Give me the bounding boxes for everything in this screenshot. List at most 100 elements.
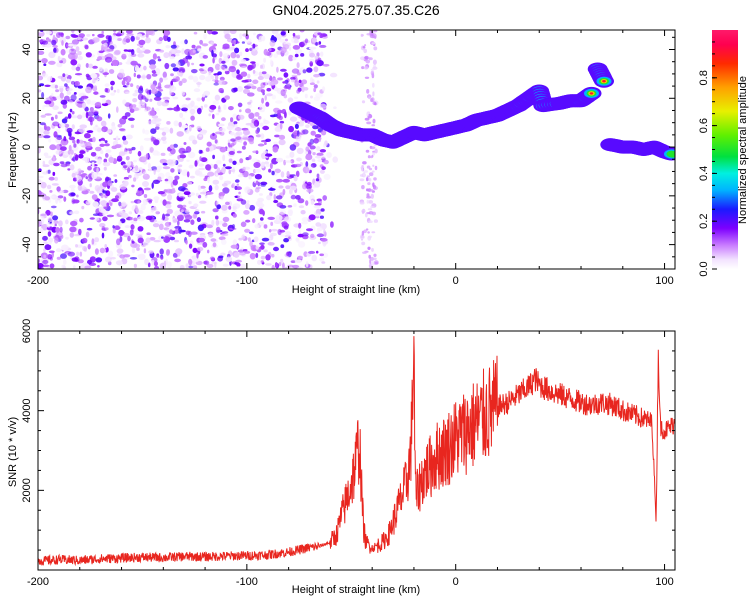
noise-blob (265, 263, 272, 266)
noise-blob (213, 82, 219, 86)
noise-blob (292, 45, 301, 50)
noise-blob (368, 178, 372, 182)
noise-blob (321, 130, 327, 136)
noise-blob (249, 140, 254, 145)
noise-blob (288, 125, 294, 133)
noise-blob (222, 216, 230, 222)
noise-blob (75, 175, 82, 182)
noise-blob (164, 178, 169, 182)
noise-blob (78, 128, 86, 133)
noise-blob (363, 229, 367, 234)
noise-blob (372, 91, 375, 97)
noise-blob (113, 89, 117, 93)
noise-blob (292, 264, 300, 269)
noise-blob (264, 142, 267, 145)
noise-blob (181, 117, 186, 121)
noise-blob (365, 59, 371, 64)
noise-blob (44, 100, 52, 105)
noise-blob (114, 179, 118, 183)
noise-blob (370, 98, 374, 103)
noise-blob (310, 200, 314, 205)
noise-blob (272, 190, 276, 194)
noise-blob (112, 227, 116, 234)
noise-blob (254, 169, 261, 173)
noise-blob (372, 152, 376, 156)
noise-blob (215, 173, 219, 177)
noise-blob (262, 125, 270, 131)
noise-blob (67, 251, 76, 257)
noise-blob (368, 57, 371, 60)
noise-blob (193, 203, 199, 208)
noise-blob (65, 219, 69, 225)
noise-blob (322, 63, 330, 67)
noise-blob (224, 166, 232, 170)
noise-blob (275, 100, 283, 104)
noise-blob (154, 107, 160, 112)
noise-blob (241, 41, 245, 44)
noise-blob (67, 113, 72, 119)
noise-blob (138, 39, 146, 46)
noise-blob (87, 165, 92, 171)
noise-blob (272, 146, 279, 153)
noise-blob (105, 227, 109, 231)
noise-blob (259, 242, 265, 245)
noise-blob (42, 105, 45, 110)
noise-blob (138, 210, 144, 215)
noise-blob (50, 116, 54, 121)
noise-blob (368, 96, 371, 100)
noise-blob (283, 159, 286, 166)
noise-blob (260, 244, 265, 250)
noise-blob (47, 217, 54, 223)
noise-blob (84, 45, 89, 50)
noise-blob (137, 87, 144, 94)
noise-blob (118, 151, 126, 157)
noise-blob (202, 241, 208, 248)
noise-blob (280, 68, 287, 72)
noise-blob (113, 30, 117, 33)
noise-blob (371, 170, 375, 173)
noise-blob (373, 177, 377, 181)
noise-blob (318, 241, 321, 245)
snr-ticks: -200 -100 0 100 2000 4000 6000 (21, 319, 675, 588)
noise-blob (242, 137, 250, 140)
noise-blob (144, 258, 149, 265)
noise-blob (206, 263, 214, 268)
noise-blob (196, 217, 201, 223)
noise-blob (235, 131, 243, 136)
noise-blob (276, 50, 282, 55)
noise-blob (54, 176, 58, 181)
noise-blob (319, 44, 327, 48)
x-tick-label: -200 (27, 275, 49, 287)
y-tick-label: 4000 (21, 398, 33, 422)
noise-blob (65, 73, 69, 77)
noise-blob (305, 261, 309, 268)
noise-blob (153, 169, 157, 172)
noise-blob (362, 251, 367, 254)
noise-blob (290, 260, 296, 263)
noise-blob (211, 219, 215, 227)
noise-blob (57, 75, 64, 79)
noise-blob (145, 153, 149, 160)
noise-blob (219, 51, 223, 58)
noise-blob (371, 42, 376, 45)
noise-blob (165, 203, 172, 209)
noise-blob (91, 161, 95, 168)
noise-blob (108, 35, 112, 42)
noise-blob (103, 158, 108, 163)
noise-blob (85, 52, 92, 58)
noise-blob (167, 36, 171, 42)
noise-blob (310, 95, 313, 99)
noise-blob (72, 265, 76, 269)
noise-blob (178, 186, 186, 192)
noise-blob (166, 107, 174, 111)
noise-blob (240, 71, 248, 77)
noise-blob (236, 150, 242, 154)
noise-blob (280, 244, 285, 249)
noise-blob (91, 172, 98, 180)
noise-blob (297, 34, 301, 38)
noise-blob (207, 249, 210, 254)
noise-blob (326, 152, 332, 158)
noise-blob (218, 192, 225, 197)
noise-blob (102, 161, 111, 167)
noise-blob (105, 256, 112, 263)
